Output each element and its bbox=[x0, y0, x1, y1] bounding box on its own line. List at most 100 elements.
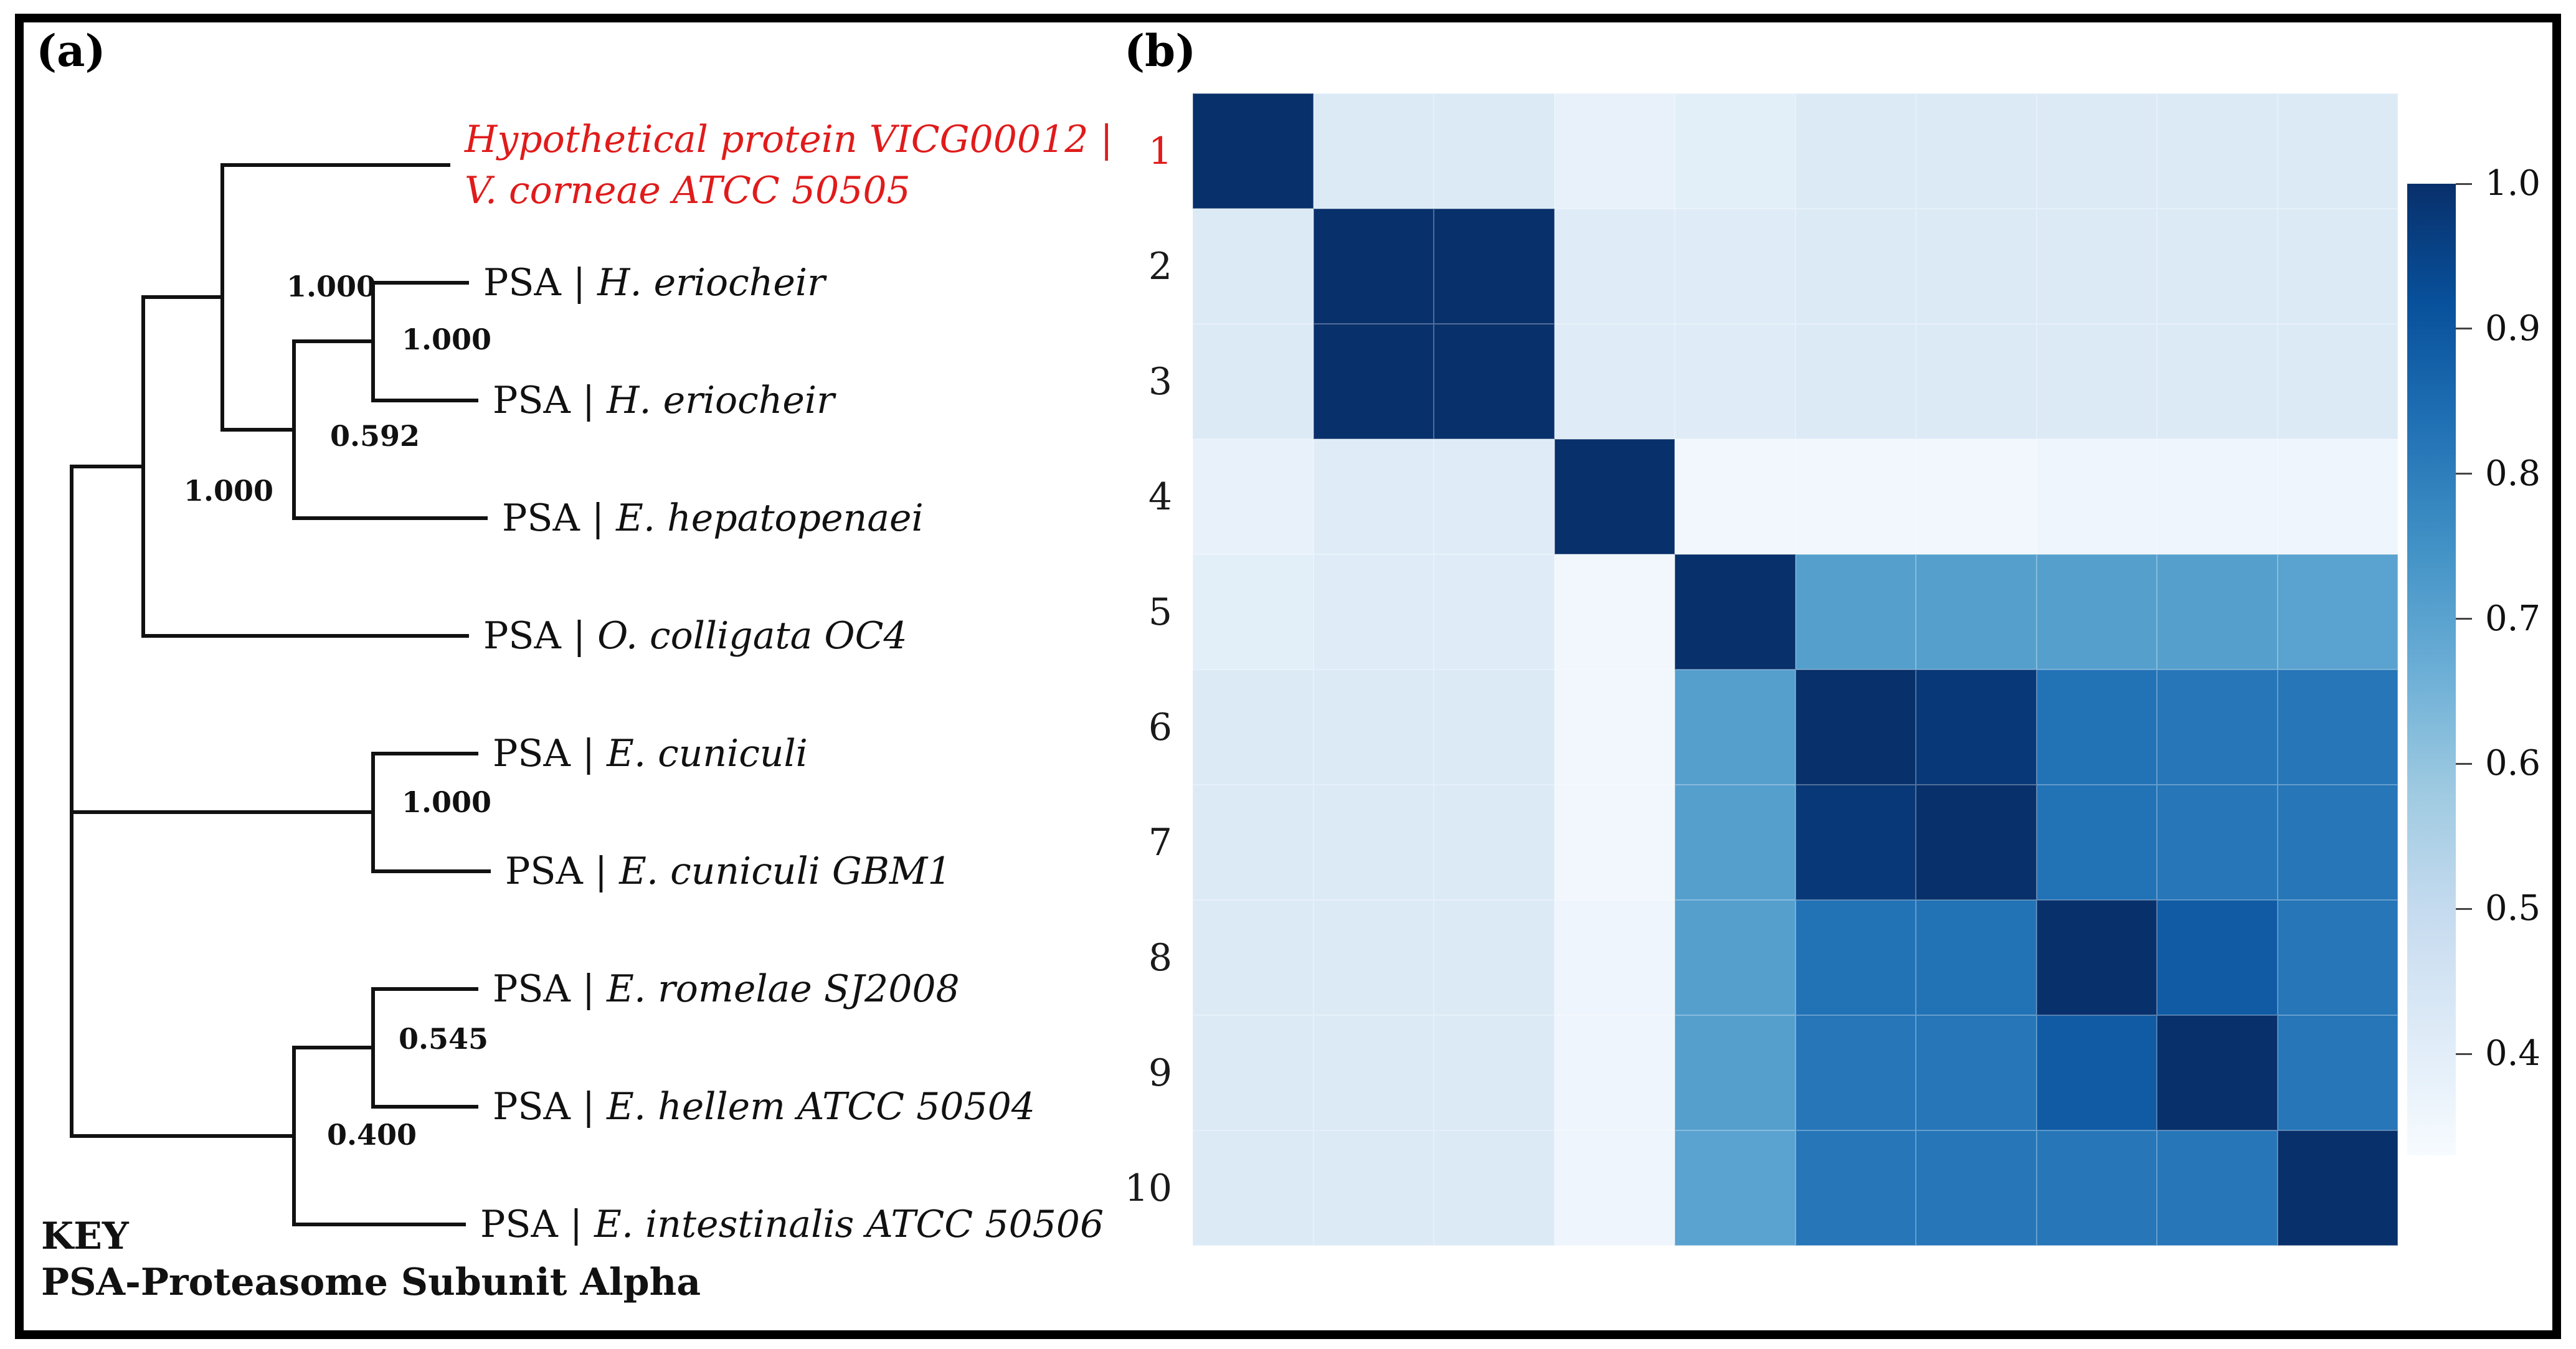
heatmap-cell bbox=[1554, 209, 1675, 324]
colorbar-tick-label: 0.7 bbox=[2485, 598, 2541, 639]
taxon-prefix: PSA | bbox=[493, 1085, 607, 1129]
colorbar-tick-label: 0.9 bbox=[2485, 308, 2541, 349]
heatmap-cell bbox=[1675, 785, 1796, 900]
heatmap-row-label-4: 4 bbox=[1148, 475, 1172, 519]
heatmap-cell bbox=[2157, 93, 2278, 209]
taxon-prefix: PSA | bbox=[483, 261, 598, 305]
heatmap-cell bbox=[1795, 785, 1916, 900]
heatmap-row-label-9: 9 bbox=[1148, 1051, 1172, 1095]
heatmap-cell bbox=[1554, 1130, 1675, 1246]
heatmap-cell bbox=[1313, 1015, 1434, 1130]
heatmap-cell bbox=[2157, 554, 2278, 670]
heatmap-row-label-10: 10 bbox=[1124, 1166, 1172, 1210]
taxon-label-1: Hypothetical protein VICG00012 | V. corne… bbox=[465, 114, 1113, 216]
heatmap-row-label-1: 1 bbox=[1148, 129, 1172, 173]
heatmap-cell bbox=[1916, 324, 2037, 439]
taxon-prefix: PSA | bbox=[505, 850, 620, 893]
heatmap-cell bbox=[2277, 93, 2398, 209]
heatmap-cell bbox=[1434, 785, 1555, 900]
heatmap-cell bbox=[1313, 1130, 1434, 1246]
taxon-species-name: E. cuniculi GBM1 bbox=[619, 850, 952, 893]
heatmap-cell bbox=[1554, 785, 1675, 900]
heatmap-cell bbox=[1675, 93, 1796, 209]
bootstrap-value-n7: 0.545 bbox=[399, 1022, 489, 1056]
bootstrap-value-n1: 1.000 bbox=[184, 474, 274, 508]
colorbar-tick-label: 1.0 bbox=[2485, 163, 2541, 204]
heatmap-cell bbox=[2157, 785, 2278, 900]
heatmap-cell bbox=[1795, 1130, 1916, 1246]
taxon-label-line1: Hypothetical protein VICG00012 | bbox=[465, 118, 1113, 161]
taxon-label-10: PSA | E. intestinalis ATCC 50506 bbox=[480, 1203, 1104, 1246]
heatmap-cell bbox=[2277, 554, 2398, 670]
heatmap-cell bbox=[2277, 670, 2398, 785]
heatmap-cell bbox=[2036, 209, 2157, 324]
colorbar-tick-mark bbox=[2456, 618, 2472, 620]
taxon-label-9: PSA | E. hellem ATCC 50504 bbox=[493, 1085, 1035, 1129]
heatmap-cell bbox=[1434, 900, 1555, 1015]
taxon-prefix: PSA | bbox=[502, 496, 617, 540]
taxon-species-name: H. eriocheir bbox=[597, 261, 825, 305]
heatmap-cell bbox=[1554, 670, 1675, 785]
colorbar-tick-mark bbox=[2456, 473, 2472, 475]
heatmap-cell bbox=[1554, 1015, 1675, 1130]
heatmap-cell bbox=[1434, 554, 1555, 670]
heatmap-cell bbox=[2277, 324, 2398, 439]
heatmap-cell bbox=[1193, 1015, 1314, 1130]
heatmap-cell bbox=[1675, 900, 1796, 1015]
heatmap-cell bbox=[1313, 785, 1434, 900]
heatmap-cell bbox=[1313, 554, 1434, 670]
colorbar-tick-label: 0.5 bbox=[2485, 888, 2541, 929]
taxon-label-8: PSA | E. romelae SJ2008 bbox=[493, 967, 960, 1011]
heatmap-cell bbox=[2036, 1130, 2157, 1246]
heatmap-cell bbox=[1434, 209, 1555, 324]
heatmap-cell bbox=[2157, 439, 2278, 554]
heatmap-cell bbox=[1554, 554, 1675, 670]
heatmap-cell bbox=[1434, 1015, 1555, 1130]
heatmap-cell bbox=[1916, 785, 2037, 900]
heatmap-row-label-6: 6 bbox=[1148, 705, 1172, 749]
bootstrap-value-n6: 0.400 bbox=[327, 1118, 417, 1152]
heatmap-cell bbox=[2157, 1130, 2278, 1246]
taxon-species-name: E. romelae SJ2008 bbox=[607, 967, 960, 1011]
phylogenetic-tree bbox=[70, 163, 491, 1226]
taxon-species-name: O. colligata OC4 bbox=[597, 614, 907, 658]
colorbar-tick-mark bbox=[2456, 762, 2472, 765]
heatmap-cell bbox=[2157, 900, 2278, 1015]
heatmap-row-label-2: 2 bbox=[1148, 244, 1172, 288]
taxon-species-name: E. cuniculi bbox=[607, 732, 808, 775]
heatmap-cell bbox=[2036, 1015, 2157, 1130]
heatmap-cell bbox=[1434, 1130, 1555, 1246]
heatmap-cell bbox=[1675, 1015, 1796, 1130]
heatmap-cell bbox=[2036, 554, 2157, 670]
colorbar-tick-mark bbox=[2456, 328, 2472, 330]
taxon-label-6: PSA | E. cuniculi bbox=[493, 732, 808, 775]
taxon-label-2: PSA | H. eriocheir bbox=[483, 261, 825, 305]
heatmap-cell bbox=[1795, 670, 1916, 785]
heatmap-cell bbox=[1193, 1130, 1314, 1246]
heatmap-cell bbox=[2157, 670, 2278, 785]
taxon-label-4: PSA | E. hepatopenaei bbox=[502, 496, 924, 540]
colorbar-tick-mark bbox=[2456, 1053, 2472, 1055]
figure-border bbox=[15, 14, 2561, 1339]
heatmap-cell bbox=[2157, 324, 2278, 439]
heatmap-cell bbox=[1434, 670, 1555, 785]
heatmap-cell bbox=[1554, 324, 1675, 439]
panel-b-label: (b) bbox=[1124, 25, 1196, 77]
heatmap-cell bbox=[1554, 439, 1675, 554]
heatmap-cell bbox=[2036, 900, 2157, 1015]
colorbar-tick-mark bbox=[2456, 182, 2472, 185]
taxon-prefix: PSA | bbox=[493, 379, 607, 422]
taxon-label-line2: V. corneae ATCC 50505 bbox=[465, 169, 911, 212]
heatmap-cell bbox=[1795, 554, 1916, 670]
heatmap-cell bbox=[1193, 93, 1314, 209]
heatmap-cell bbox=[1313, 324, 1434, 439]
heatmap-cell bbox=[1675, 439, 1796, 554]
taxon-prefix: PSA | bbox=[483, 614, 598, 658]
heatmap-row-label-7: 7 bbox=[1148, 820, 1172, 864]
heatmap-cell bbox=[2277, 439, 2398, 554]
heatmap-cell bbox=[1434, 324, 1555, 439]
bootstrap-value-n2: 1.000 bbox=[286, 270, 377, 303]
heatmap-cell bbox=[2277, 900, 2398, 1015]
heatmap-cell bbox=[1795, 900, 1916, 1015]
heatmap-cell bbox=[1916, 1015, 2037, 1130]
